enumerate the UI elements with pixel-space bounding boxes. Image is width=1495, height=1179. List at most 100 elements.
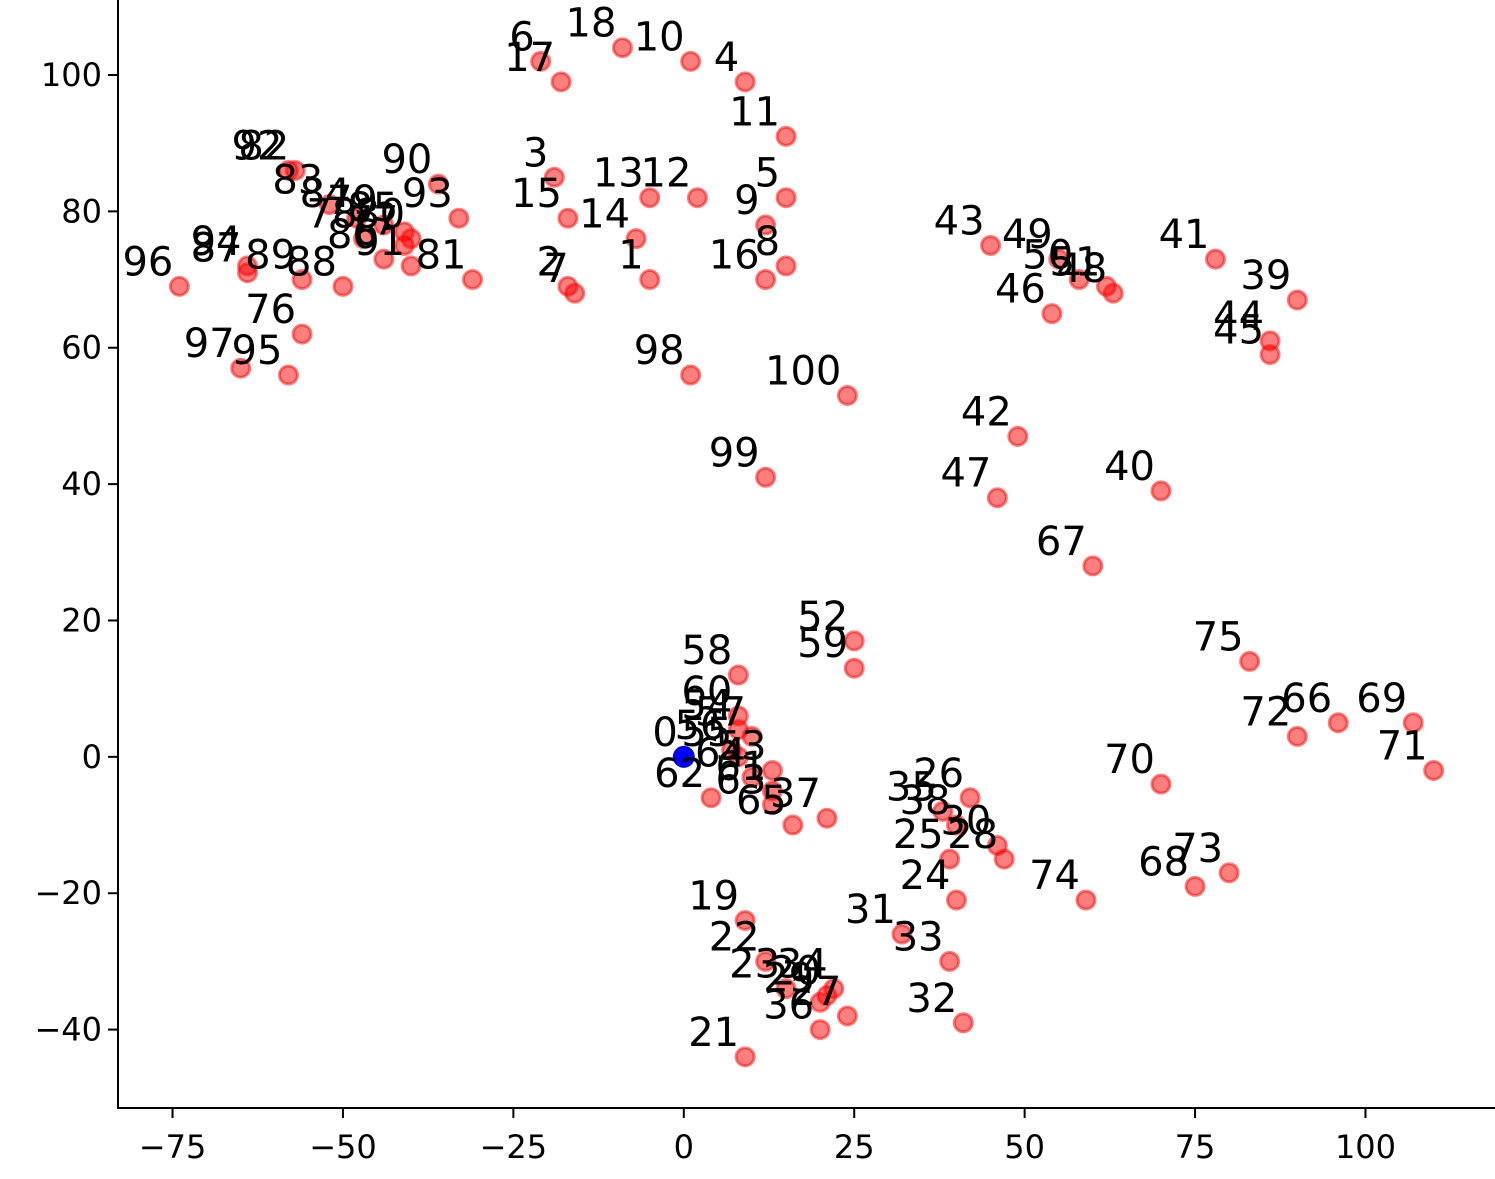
- customer-point: [291, 323, 313, 345]
- point-label: 90: [381, 137, 432, 183]
- point-label: 86: [327, 212, 378, 258]
- x-tick-label: −25: [480, 1128, 548, 1166]
- x-tick-label: −50: [309, 1128, 377, 1166]
- customer-point: [727, 664, 749, 686]
- y-tick-label: 60: [61, 329, 102, 367]
- customer-point: [277, 159, 299, 181]
- point-label: 72: [1240, 689, 1291, 735]
- point-label: 55: [681, 710, 732, 756]
- point-label: 22: [709, 914, 760, 960]
- point-label: 46: [995, 267, 1046, 313]
- customer-point: [168, 275, 190, 297]
- point-label: 42: [961, 389, 1012, 435]
- point-label: 16: [709, 233, 760, 279]
- customer-point: [1007, 425, 1029, 447]
- point-label: 37: [770, 771, 821, 817]
- customer-point: [755, 269, 777, 291]
- customer-point: [741, 766, 763, 788]
- point-label: 75: [1193, 614, 1244, 660]
- point-label: 47: [940, 451, 991, 497]
- point-label: 49: [1002, 212, 1053, 258]
- point-label: 20: [770, 948, 821, 994]
- point-label: 61: [716, 744, 767, 790]
- customer-point: [775, 187, 797, 209]
- customer-point: [564, 282, 586, 304]
- customer-point: [727, 705, 749, 727]
- y-tick-label: 40: [61, 465, 102, 503]
- customer-point: [400, 255, 422, 277]
- customer-point: [277, 364, 299, 386]
- customer-point: [1184, 875, 1206, 897]
- point-label: 13: [593, 151, 644, 197]
- point-label: 98: [634, 328, 685, 374]
- customer-point: [734, 909, 756, 931]
- customer-point: [1286, 725, 1308, 747]
- x-tick-label: −75: [139, 1128, 207, 1166]
- x-tick-label: 75: [1175, 1128, 1216, 1166]
- point-label: 56: [675, 703, 726, 749]
- data-points: [168, 37, 1445, 1068]
- customer-point: [625, 228, 647, 250]
- customer-point: [952, 1012, 974, 1034]
- point-label: 74: [1029, 853, 1080, 899]
- point-label: 79: [327, 178, 378, 224]
- point-label: 1: [618, 233, 643, 279]
- point-label: 54: [681, 683, 732, 729]
- point-label: 39: [1240, 253, 1291, 299]
- customer-point: [945, 889, 967, 911]
- customer-point: [959, 787, 981, 809]
- point-label: 53: [716, 723, 767, 769]
- customer-point: [530, 50, 552, 72]
- point-label: 24: [900, 853, 951, 899]
- point-label: 66: [1281, 676, 1332, 722]
- point-label: 52: [797, 594, 848, 640]
- customer-point: [1150, 480, 1172, 502]
- point-label: 57: [695, 689, 746, 735]
- point-label: 64: [695, 730, 746, 776]
- customer-point: [945, 814, 967, 836]
- point-label: 50: [1022, 233, 1073, 279]
- customer-point: [1239, 650, 1261, 672]
- customer-point: [1286, 289, 1308, 311]
- customer-point: [939, 848, 961, 870]
- point-label: 51: [1050, 239, 1101, 285]
- point-label: 11: [729, 89, 780, 135]
- point-label: 27: [790, 969, 841, 1015]
- customer-point: [755, 950, 777, 972]
- point-label: 94: [191, 219, 242, 265]
- customer-point: [639, 187, 661, 209]
- point-label: 38: [900, 778, 951, 824]
- point-label: 70: [1104, 737, 1155, 783]
- point-label: 12: [641, 151, 692, 197]
- point-label: 43: [934, 198, 985, 244]
- customer-point: [448, 207, 470, 229]
- customer-point: [700, 787, 722, 809]
- point-label: 17: [504, 35, 555, 81]
- point-label: 35: [886, 764, 937, 810]
- y-tick-label: 80: [61, 192, 102, 230]
- customer-point: [721, 739, 743, 761]
- x-axis: −75 −50 −25 0 25 50 75 100: [139, 1108, 1396, 1166]
- point-label: 65: [736, 778, 787, 824]
- point-label: 31: [845, 887, 896, 933]
- x-tick-label: 50: [1004, 1128, 1045, 1166]
- point-label: 76: [245, 287, 296, 333]
- y-tick-label: −20: [34, 874, 102, 912]
- customer-point: [1327, 712, 1349, 734]
- customer-point: [843, 657, 865, 679]
- point-label: 19: [688, 873, 739, 919]
- customer-point: [680, 50, 702, 72]
- customer-point: [557, 207, 579, 229]
- point-label: 78: [306, 192, 357, 238]
- customer-point: [1150, 773, 1172, 795]
- point-label: 34: [777, 942, 828, 988]
- point-label: 60: [681, 669, 732, 715]
- y-axis: −40 −20 0 20 40 60 80 100: [34, 56, 118, 1049]
- point-label: 8: [755, 219, 780, 265]
- point-label: 88: [286, 239, 337, 285]
- customer-point: [373, 214, 395, 236]
- customer-point: [891, 923, 913, 945]
- customer-point: [775, 978, 797, 1000]
- customer-point: [809, 1019, 831, 1041]
